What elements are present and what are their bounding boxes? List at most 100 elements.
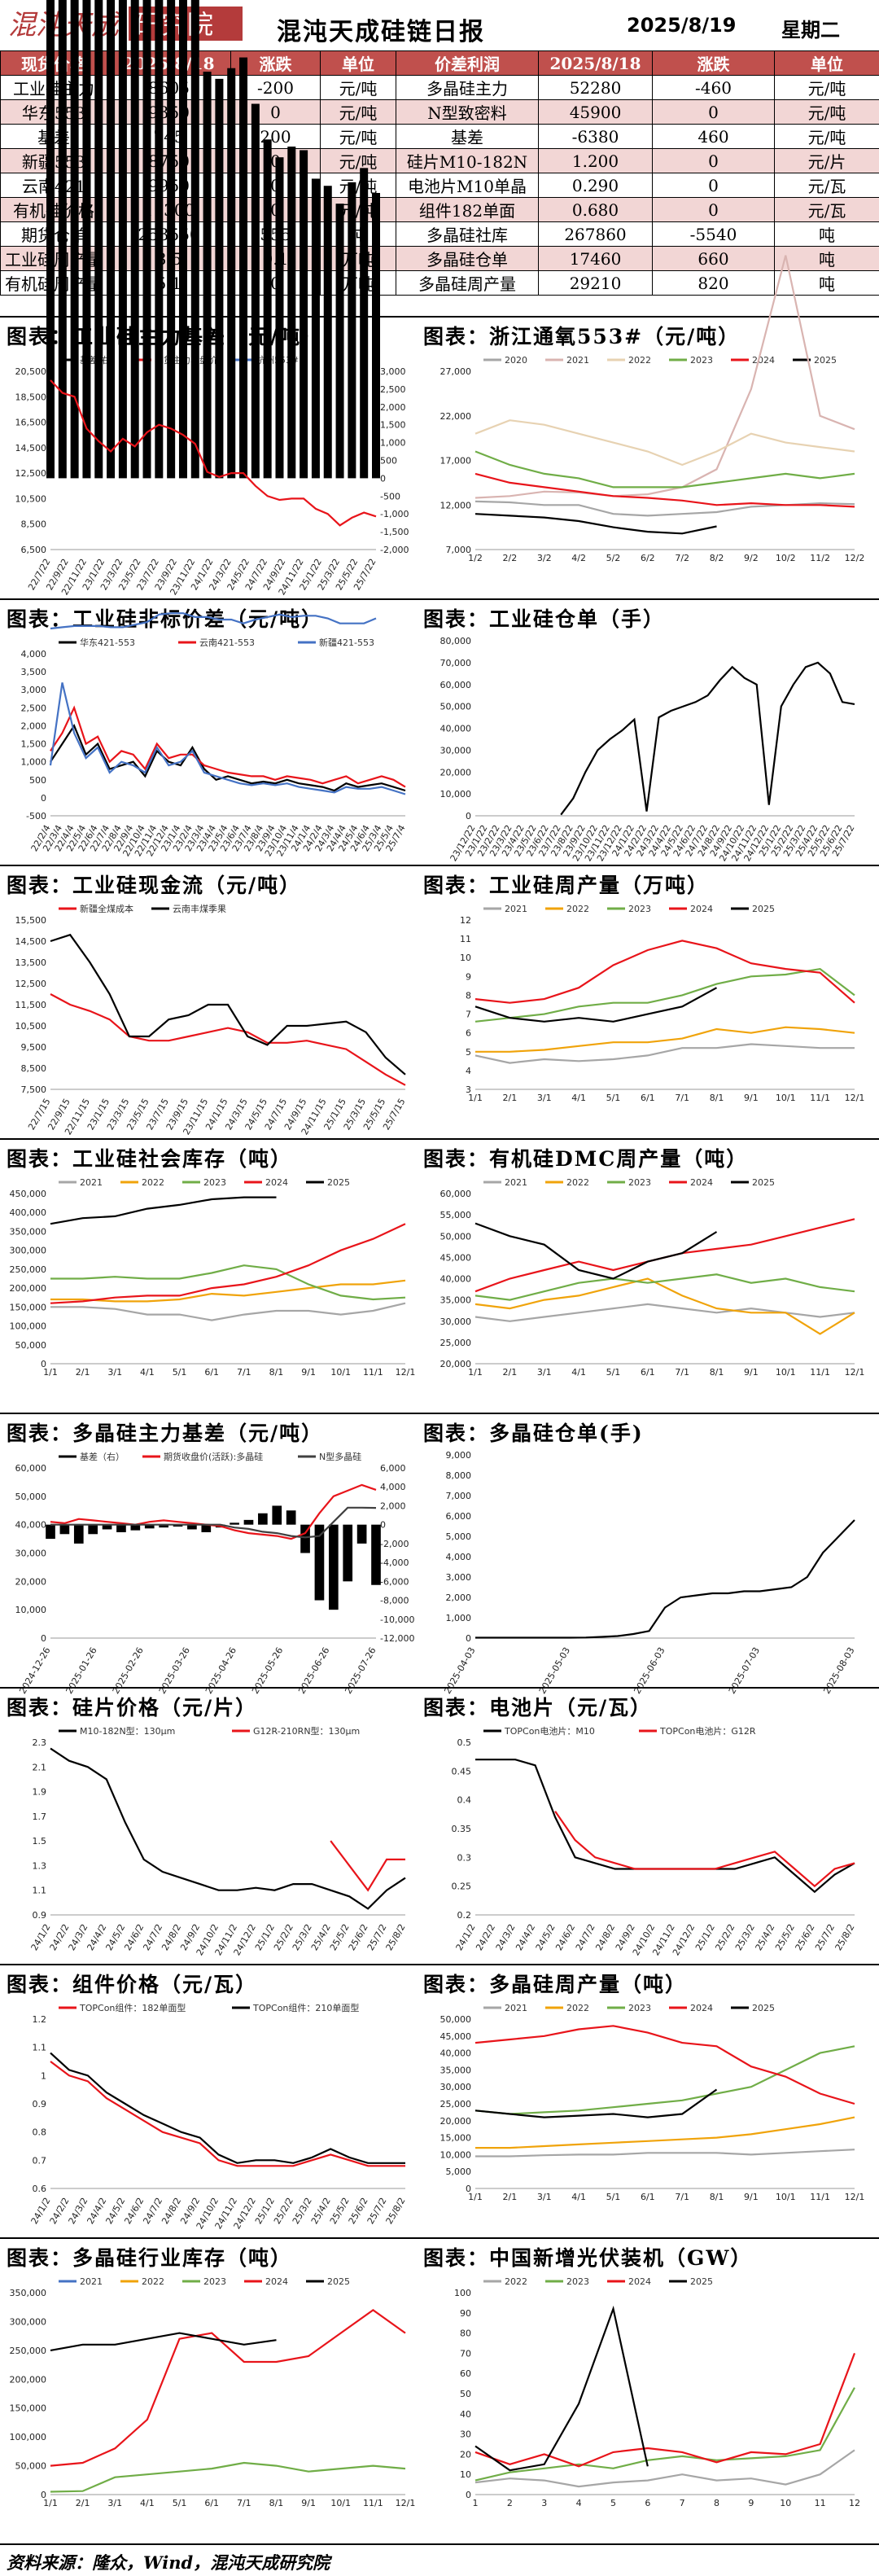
table-cell: 元/瓦: [774, 197, 879, 222]
table-header-cell: 价差利润: [396, 50, 539, 76]
legend-label: 2025: [752, 1177, 775, 1188]
legend-label: 2021: [80, 2276, 103, 2287]
bar: [73, 1524, 84, 1544]
bar: [230, 1522, 239, 1525]
y-tick-label: 30,000: [440, 1316, 472, 1327]
y-tick-label: 2.1: [33, 1762, 47, 1772]
y-tick-label: 3,000: [446, 1572, 472, 1583]
chart-c3: 华东421-553 云南421-553 新疆421-553 -500 0 500 1,000…: [21, 637, 408, 858]
chart-c12: TOPCon电池片：M10 TOPCon电池片：G12R 0.2 0.25 0.3 0.3…: [452, 1726, 857, 1957]
legend-label: 华东421-553: [80, 637, 135, 648]
table-cell: 元/吨: [774, 124, 879, 149]
x-tick-label: 3: [541, 2498, 547, 2508]
section-divider: [0, 1413, 879, 1414]
y-tick-label: 50,000: [15, 1340, 47, 1351]
x-tick-label: 6/2: [641, 553, 655, 563]
bar: [144, 1524, 155, 1529]
x-tick-label: 11/1: [810, 1093, 830, 1103]
y-tick-label: 150,000: [10, 1302, 47, 1312]
chart-title: 图表：工业硅仓单（手）: [423, 607, 666, 631]
bar: [107, 0, 116, 479]
x-tick-label: 3/2: [537, 553, 552, 563]
y-tick-label: 7,000: [446, 1491, 472, 1501]
table-cell: 45900: [538, 99, 653, 125]
y-right-tick-label: 500: [380, 456, 397, 467]
y-tick-label: 7: [466, 1010, 471, 1020]
y-right-tick-label: -8,000: [380, 1596, 409, 1606]
x-tick-label: 10: [780, 2498, 791, 2508]
bar: [130, 0, 139, 479]
legend-label: 2025: [690, 2276, 713, 2287]
x-tick-label: 6: [645, 2498, 650, 2508]
x-tick-label: 11/1: [363, 1367, 383, 1378]
table-cell: 万吨: [320, 270, 396, 296]
legend-label: TOPCon组件：210单面型: [252, 2002, 359, 2013]
legend-label: 2024: [690, 1177, 713, 1188]
y-tick-label: 35,000: [440, 1295, 472, 1306]
y-tick-label: 8,000: [446, 1470, 472, 1481]
series-line: [474, 2088, 718, 2118]
y-tick-label: 50,000: [440, 2014, 472, 2025]
legend-label: 期货收盘价(活跃):多晶硅: [164, 1451, 263, 1462]
y-tick-label: 4,000: [21, 649, 47, 659]
y-tick-label: 25,000: [440, 1338, 472, 1348]
y-right-tick-label: -2,000: [380, 545, 409, 555]
y-tick-label: 10,500: [15, 1021, 47, 1032]
series-line: [475, 1026, 855, 1053]
legend-label: M10-182N型：130μm: [80, 1725, 175, 1737]
y-tick-label: 2,000: [21, 721, 47, 731]
y-tick-label: 300,000: [10, 2316, 47, 2327]
chart-title: 图表：多晶硅主力基差（元/吨）: [7, 1422, 324, 1445]
bar: [130, 1524, 141, 1531]
table-header-cell: 单位: [774, 50, 879, 76]
series-line: [474, 2045, 855, 2115]
legend-label: TOPCon组件：182单面型: [79, 2002, 186, 2013]
y-tick-label: 17,000: [440, 456, 472, 467]
chart-c11: M10-182N型：130μm G12R-210RN型：130μm 0.9 1.1 1.…: [29, 1725, 408, 1957]
series-line: [50, 993, 406, 1086]
y-tick-label: 500: [29, 775, 46, 786]
bar: [335, 204, 344, 479]
x-tick-label: 8: [714, 2498, 719, 2508]
x-tick-label: 1/1: [468, 2192, 483, 2202]
series-line: [50, 933, 406, 1076]
y-tick-label: 3,000: [21, 685, 47, 695]
section-divider: [0, 316, 879, 318]
legend-label: 2021: [505, 904, 527, 914]
x-tick-label: 7/1: [237, 2498, 251, 2508]
x-tick-label: 7: [680, 2498, 685, 2508]
chart-title: 图表：电池片（元/瓦）: [423, 1696, 653, 1720]
y-tick-label: 20,000: [440, 1359, 472, 1369]
x-tick-label: 11/1: [810, 1367, 830, 1378]
x-tick-label: 2: [507, 2498, 513, 2508]
table-cell: 多晶硅社库: [396, 221, 539, 247]
y-tick-label: 6: [466, 1028, 471, 1039]
y-tick-label: 6,500: [21, 545, 47, 555]
x-tick-label: 4/1: [571, 2192, 586, 2202]
y-tick-label: 150,000: [10, 2403, 47, 2414]
x-tick-label: 12/1: [396, 2498, 416, 2508]
table-cell: 元/瓦: [774, 173, 879, 198]
x-tick-label: 10/2: [776, 553, 796, 563]
y-tick-label: 1.2: [33, 2014, 47, 2025]
bar: [70, 0, 79, 479]
bar: [239, 57, 248, 479]
x-tick-label: 9/1: [744, 1367, 759, 1378]
y-tick-label: 0.2: [457, 1910, 472, 1921]
y-right-tick-label: 0: [380, 473, 386, 484]
x-tick-label: 10/1: [330, 1367, 351, 1378]
y-tick-label: 1,500: [21, 739, 47, 750]
y-tick-label: 40,000: [15, 1520, 47, 1531]
chart-c4: 0 10,000 20,000 30,000 40,000 50,000 60,000 70,…: [440, 636, 857, 863]
legend-label: 2023: [628, 2003, 651, 2013]
table-cell: 17460: [538, 246, 653, 271]
y-tick-label: 50,000: [15, 2461, 47, 2472]
y-tick-label: 30,000: [15, 1549, 47, 1559]
bar: [348, 182, 356, 479]
x-tick-label: 1/2: [468, 553, 483, 563]
chart-c8: 2021 2022 2023 2024 2025 20,000 25,000 30,000 35…: [440, 1177, 865, 1378]
report-title: 混沌天成硅链日报: [277, 18, 485, 46]
series-line: [50, 2052, 405, 2164]
chart-c7: 2021 2022 2023 2024 2025 0 50,000 100,000 150,00…: [10, 1177, 416, 1378]
x-tick-label: 5: [610, 2498, 616, 2508]
